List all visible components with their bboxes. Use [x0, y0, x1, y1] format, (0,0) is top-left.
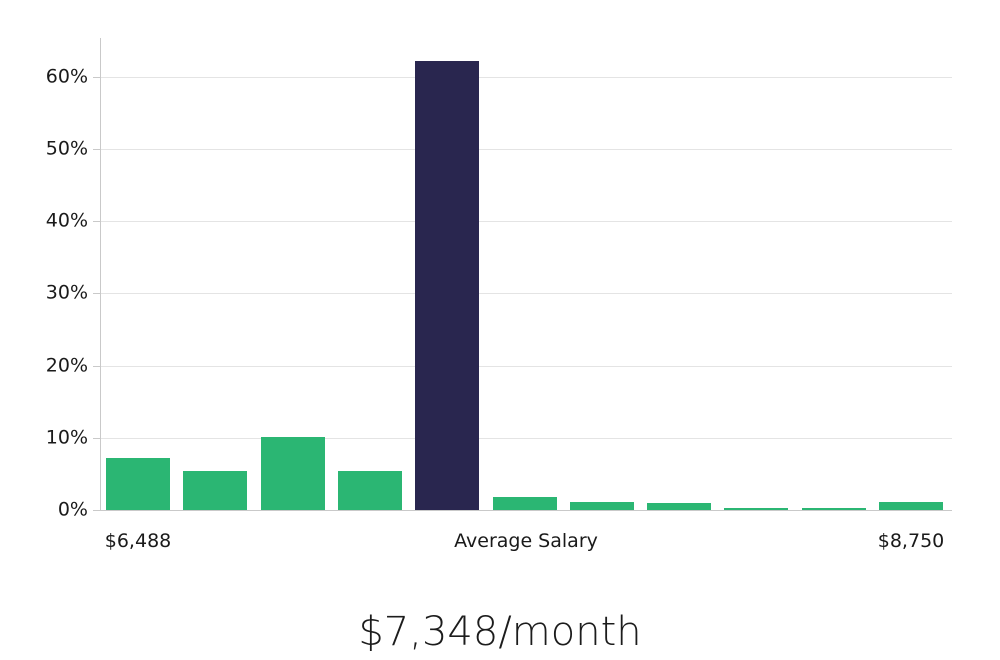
- x-axis-baseline: [100, 510, 952, 511]
- y-tick-label-50%: 50%: [45, 137, 88, 160]
- bar-salary-bin-4: [338, 471, 402, 510]
- gridline-40%: [100, 221, 952, 222]
- bar-salary-bin-6: [493, 497, 557, 510]
- bar-salary-bin-1: [106, 458, 170, 510]
- x-tick-label-min-salary: $6,488: [104, 530, 172, 552]
- gridline-60%: [100, 77, 952, 78]
- y-tick-mark-30%: [93, 293, 100, 294]
- y-tick-label-0%: 0%: [57, 498, 88, 521]
- bar-salary-bin-2: [183, 471, 247, 510]
- bar-average-salary-highlight: [415, 61, 479, 510]
- x-tick-label-max-salary: $8,750: [877, 530, 945, 552]
- bar-salary-bin-10: [802, 508, 866, 510]
- y-axis-spine: [100, 38, 101, 511]
- y-tick-mark-60%: [93, 77, 100, 78]
- y-tick-label-40%: 40%: [45, 209, 88, 232]
- chart-title-average-monthly-salary: $7,348/month: [358, 609, 642, 655]
- bar-salary-bin-7: [570, 502, 634, 510]
- gridline-20%: [100, 366, 952, 367]
- y-tick-label-20%: 20%: [45, 354, 88, 377]
- y-tick-mark-0%: [93, 510, 100, 511]
- gridline-50%: [100, 149, 952, 150]
- bar-salary-bin-9: [724, 508, 788, 510]
- y-tick-label-60%: 60%: [45, 65, 88, 88]
- bar-salary-bin-3: [261, 437, 325, 510]
- bar-salary-bin-11: [879, 502, 943, 510]
- bar-salary-bin-8: [647, 503, 711, 510]
- x-tick-label-average-salary: Average Salary: [454, 530, 598, 552]
- y-tick-label-30%: 30%: [45, 281, 88, 304]
- gridline-30%: [100, 293, 952, 294]
- y-tick-label-10%: 10%: [45, 426, 88, 449]
- y-tick-mark-40%: [93, 221, 100, 222]
- y-tick-mark-10%: [93, 438, 100, 439]
- y-tick-mark-50%: [93, 149, 100, 150]
- y-tick-mark-20%: [93, 366, 100, 367]
- gridline-10%: [100, 438, 952, 439]
